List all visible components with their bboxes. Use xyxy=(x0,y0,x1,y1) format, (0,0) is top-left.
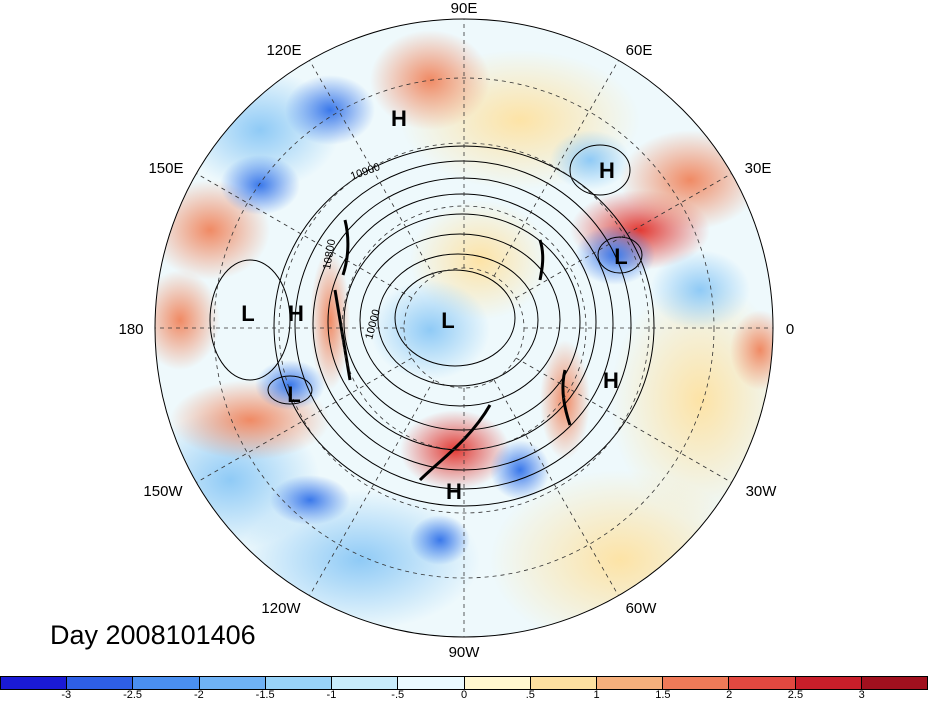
high-center-pacific: H xyxy=(288,301,304,326)
meridian-line xyxy=(196,173,413,299)
meridian-line xyxy=(515,357,732,483)
longitude-gridlines xyxy=(155,19,773,637)
lon-label-150w: 150W xyxy=(143,483,183,500)
high-center-atlantic: H xyxy=(603,368,619,393)
colorbar-tick-label: -2 xyxy=(193,689,204,701)
colorbar-tick-label: 2 xyxy=(726,689,733,701)
colorbar-segment xyxy=(795,676,862,690)
low-center-pole: L xyxy=(441,308,454,333)
colorbar-segment xyxy=(530,676,597,690)
colorbar-tick-label: -.5 xyxy=(391,689,405,701)
colorbar-segment xyxy=(133,676,200,690)
lon-label-180: 180 xyxy=(118,321,143,338)
colorbar-segment xyxy=(332,676,399,690)
colorbar-segment xyxy=(398,676,465,690)
meridian-line xyxy=(493,60,619,277)
colorbar-labels: -3 -2.5 -2 -1.5 -1 -.5 0 .5 1 1.5 2 2.5 3 xyxy=(0,689,928,702)
low-center-gulf-alaska: L xyxy=(287,382,300,407)
colorbar-segment xyxy=(0,676,68,690)
plot-title: Day 2008101406 xyxy=(50,620,256,650)
lon-label-0: 0 xyxy=(786,321,794,338)
colorbar-tick-label: 0 xyxy=(460,689,468,701)
low-center-pacific-west: L xyxy=(241,301,254,326)
colorbar-tick-label: 1.5 xyxy=(655,689,671,701)
lon-label-120w: 120W xyxy=(261,600,301,617)
lon-label-120e: 120E xyxy=(266,42,301,59)
contour-label-10800: 10800 xyxy=(321,238,338,270)
colorbar-segment xyxy=(199,676,266,690)
colorbar-segment xyxy=(67,676,134,690)
colorbar-tick-label: 3 xyxy=(858,689,865,701)
colorbar-tick-label: 2.5 xyxy=(787,689,804,701)
lon-label-60w: 60W xyxy=(626,600,658,617)
high-center-east-asia: H xyxy=(391,106,407,131)
colorbar-segment xyxy=(861,676,928,690)
colorbar-tick-label: -2.5 xyxy=(123,689,143,701)
high-center-siberia: H xyxy=(599,158,615,183)
meridian-line xyxy=(309,60,435,277)
colorbar-tick-label: -1.5 xyxy=(255,689,275,701)
height-contours xyxy=(209,144,655,507)
high-center-north-america: H xyxy=(446,479,462,504)
colorbar-segment xyxy=(265,676,333,690)
lon-label-90e: 90E xyxy=(451,0,478,17)
colorbar-tick-label: 1 xyxy=(593,689,600,701)
colorbar-segment xyxy=(596,676,664,690)
low-center-europe: L xyxy=(614,244,627,269)
meridian-line xyxy=(196,357,413,483)
colorbar-tick-label: .5 xyxy=(525,689,535,701)
colorbar-segment xyxy=(464,676,531,690)
lon-label-150e: 150E xyxy=(148,160,183,177)
meridian-line xyxy=(515,173,732,299)
lon-label-60e: 60E xyxy=(626,42,653,59)
meridian-line xyxy=(309,379,435,596)
colorbar-tick-label: -3 xyxy=(61,689,72,701)
lon-label-30w: 30W xyxy=(746,483,778,500)
lon-label-30e: 30E xyxy=(745,160,772,177)
lon-label-90w: 90W xyxy=(449,644,481,661)
anomaly-shading xyxy=(155,19,773,637)
colorbar-segment xyxy=(663,676,730,690)
colorbar xyxy=(0,676,928,690)
meridian-line xyxy=(493,379,619,596)
colorbar-tick-label: -1 xyxy=(326,689,337,701)
colorbar-segment xyxy=(729,676,796,690)
